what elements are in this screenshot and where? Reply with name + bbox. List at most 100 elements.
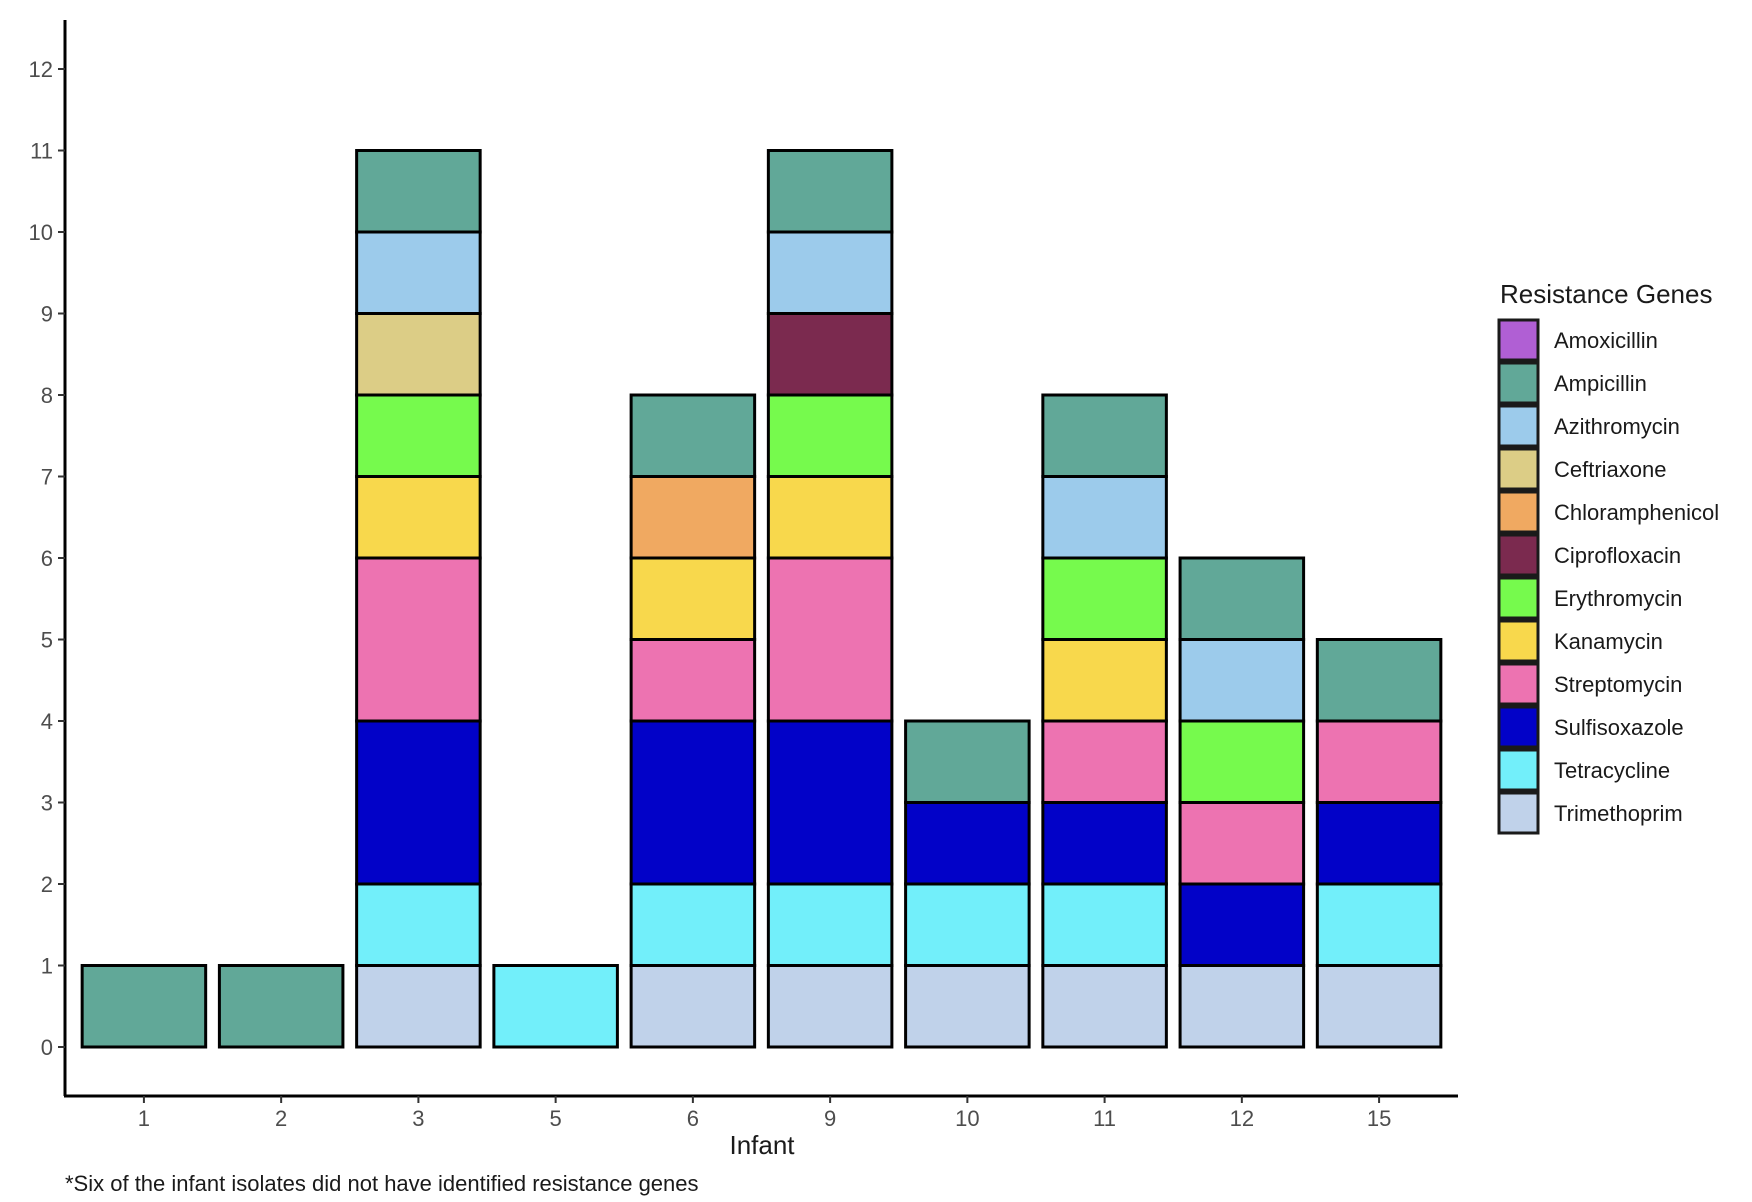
bar-segment — [1041, 719, 1168, 804]
bar-segment — [629, 964, 757, 1049]
bar-segment — [1315, 882, 1443, 967]
bar-segment — [766, 312, 894, 397]
bar-segment — [1178, 882, 1306, 967]
bar-segment — [355, 719, 482, 886]
bar-segment — [766, 393, 894, 478]
x-tick-label: 15 — [1367, 1106, 1391, 1131]
y-tick-label: 12 — [29, 57, 53, 82]
bar-stack-1 — [80, 964, 208, 1049]
legend-key — [1497, 361, 1540, 405]
bar-segment — [1041, 556, 1168, 641]
y-tick-label: 6 — [41, 546, 53, 571]
x-tick-label: 9 — [824, 1106, 836, 1131]
legend-key — [1497, 404, 1540, 448]
bar-stack-2 — [217, 964, 345, 1049]
bar-segment — [1178, 638, 1306, 723]
legend-key — [1497, 318, 1540, 362]
bar-segment — [1178, 556, 1306, 641]
legend-label: Amoxicillin — [1554, 328, 1658, 353]
legend-label: Streptomycin — [1554, 672, 1682, 697]
bar-stack-12 — [1178, 556, 1306, 1049]
x-axis-title: Infant — [729, 1130, 795, 1160]
legend-label: Ciprofloxacin — [1554, 543, 1681, 568]
x-tick-label: 1 — [138, 1106, 150, 1131]
legend-key — [1497, 490, 1540, 534]
legend-label: Erythromycin — [1554, 586, 1682, 611]
bar-segment — [355, 556, 482, 723]
bar-segment — [629, 638, 757, 723]
bar-segment — [629, 393, 757, 478]
bar-segment — [217, 964, 345, 1049]
bar-stack-10 — [904, 719, 1031, 1049]
bar-segment — [355, 475, 482, 560]
legend-label: Azithromycin — [1554, 414, 1680, 439]
bar-segment — [1315, 801, 1443, 886]
legend-label: Kanamycin — [1554, 629, 1663, 654]
bar-segment — [1041, 882, 1168, 967]
y-tick-label: 7 — [41, 465, 53, 490]
x-tick-label: 12 — [1230, 1106, 1254, 1131]
bar-stack-5 — [492, 964, 619, 1049]
legend-label: Ceftriaxone — [1554, 457, 1667, 482]
bar-segment — [629, 719, 757, 886]
bar-segment — [904, 964, 1031, 1049]
bar-segment — [629, 475, 757, 560]
bar-segment — [355, 312, 482, 397]
bar-segment — [80, 964, 208, 1049]
bar-segment — [904, 719, 1031, 804]
bar-segment — [766, 882, 894, 967]
legend-key — [1497, 748, 1540, 792]
y-tick-label: 11 — [30, 139, 53, 164]
bar-segment — [766, 556, 894, 723]
x-ticks: 1 2 3 5 6 9 10 11 12 15 — [138, 1096, 1391, 1131]
x-tick-label: 3 — [412, 1106, 424, 1131]
bar-segment — [1178, 964, 1306, 1049]
bar-segment — [1041, 393, 1168, 478]
bar-stack-9 — [766, 149, 894, 1049]
bar-segment — [766, 230, 894, 315]
legend-label: Tetracycline — [1554, 758, 1670, 783]
x-tick-label: 11 — [1093, 1106, 1116, 1131]
bar-segment — [1041, 638, 1168, 723]
bar-segment — [766, 964, 894, 1049]
bar-stack-6 — [629, 393, 757, 1049]
bar-segment — [766, 149, 894, 234]
bar-segment — [1178, 801, 1306, 886]
bar-segment — [1315, 638, 1443, 723]
legend-key — [1497, 533, 1540, 577]
bar-segment — [355, 964, 482, 1049]
x-tick-label: 5 — [550, 1106, 562, 1131]
x-tick-label: 2 — [275, 1106, 287, 1131]
legend-title: Resistance Genes — [1500, 279, 1712, 309]
y-tick-label: 8 — [41, 383, 53, 408]
bar-segment — [492, 964, 619, 1049]
bar-segment — [1041, 801, 1168, 886]
bar-segment — [1041, 475, 1168, 560]
legend-label: Chloramphenicol — [1554, 500, 1719, 525]
legend-key — [1497, 576, 1540, 620]
x-tick-label: 10 — [955, 1106, 979, 1131]
bar-segment — [629, 882, 757, 967]
chart-caption: *Six of the infant isolates did not have… — [65, 1171, 699, 1196]
y-tick-label: 10 — [29, 220, 53, 245]
legend-label: Trimethoprim — [1554, 801, 1683, 826]
legend-key — [1497, 447, 1540, 491]
y-tick-label: 4 — [41, 709, 53, 734]
bar-segment — [355, 882, 482, 967]
bar-stack-3 — [355, 149, 482, 1049]
y-tick-label: 5 — [41, 628, 53, 653]
y-tick-label: 3 — [41, 791, 53, 816]
bar-segment — [1315, 719, 1443, 804]
bars — [80, 149, 1443, 1049]
bar-segment — [1041, 964, 1168, 1049]
bar-segment — [629, 556, 757, 641]
y-tick-label: 1 — [41, 954, 53, 979]
bar-segment — [355, 149, 482, 234]
legend-label: Ampicillin — [1554, 371, 1647, 396]
legend: Resistance Genes Amoxicillin Ampicillin Az… — [1497, 279, 1719, 835]
y-tick-label: 0 — [41, 1035, 53, 1060]
bar-segment — [1315, 964, 1443, 1049]
y-tick-label: 2 — [41, 872, 53, 897]
bar-stack-11 — [1041, 393, 1168, 1049]
